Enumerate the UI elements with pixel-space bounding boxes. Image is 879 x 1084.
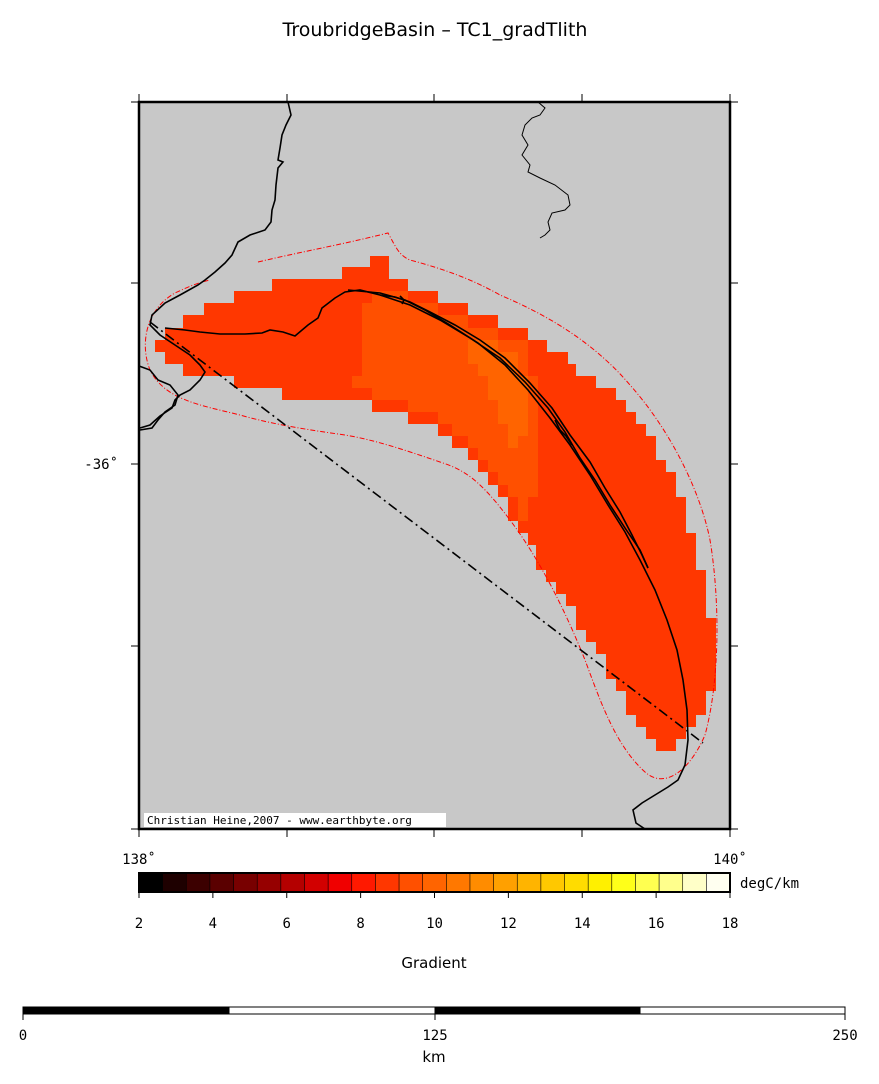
colorbar-cell [327,872,353,893]
colorbar-cell [209,872,235,893]
colorbar-ticks: 2 4 6 8 10 12 14 16 18 [135,892,739,932]
colorbar-cell [493,872,518,893]
colorbar-cell [446,872,471,893]
colorbar-cell [162,872,187,893]
colorbar-tick-label: 14 [574,916,591,932]
scale-tick-250: 250 [832,1028,857,1044]
credit-text: Christian Heine,2007 - www.earthbyte.org [147,814,412,827]
grid-outer-region [155,256,716,751]
colorbar-tick-label: 18 [722,916,739,932]
scale-tick-0: 0 [19,1028,27,1044]
colorbar-cells [138,872,731,893]
scale-segment-2 [228,1006,436,1015]
scale-tick-125: 125 [422,1028,447,1044]
colorbar-cell [185,872,211,893]
scale-border [22,1006,846,1015]
scale-bar: 0 125 250 km [19,1006,858,1066]
colorbar-cell [635,872,660,893]
colorbar-tick-label: 4 [209,916,217,932]
colorbar-tick-label: 10 [426,916,443,932]
scale-unit: km [422,1048,445,1066]
colorbar-cell [540,872,566,893]
scale-segment-4 [639,1006,846,1015]
colorbar-cell [280,872,306,893]
colorbar-tick-label: 2 [135,916,143,932]
colorbar-cell [304,872,329,893]
colorbar-cell [516,872,542,893]
colorbar: 2 4 6 8 10 12 14 16 18 degC/km Gradient [135,872,799,972]
scale-segment-3 [435,1007,640,1014]
coastline-lagoon [379,294,649,569]
coastline-west [139,101,292,429]
coastline-southwest [138,365,179,431]
colorbar-cell [658,872,684,893]
colorbar-unit: degC/km [740,876,799,892]
profile-line [149,321,704,744]
colorbar-cell [138,872,164,893]
lon-label-138: 138˚ [122,851,156,868]
colorbar-tick-label: 8 [356,916,364,932]
basin-boundary [144,232,718,780]
colorbar-cell [351,872,377,893]
colorbar-cell [564,872,589,893]
coastline-coorong [347,289,689,830]
coastline-northeast [521,101,571,239]
colorbar-cell [706,872,731,893]
frame-ticks [131,94,738,837]
lon-label-140: 140˚ [713,851,747,868]
colorbar-cell [375,872,400,893]
lat-label-36: -36˚ [84,456,118,473]
colorbar-cell [398,872,424,893]
colorbar-cell [422,872,447,893]
coastline-main [164,289,649,569]
colorbar-tick-label: 16 [648,916,665,932]
colorbar-cell [587,872,613,893]
colorbar-cell [469,872,495,893]
map-title: TroubridgeBasin – TC1_gradTlith [282,19,588,41]
coastlines [138,101,689,830]
colorbar-cell [233,872,258,893]
colorbar-tick-label: 12 [500,916,517,932]
scale-segment-1 [23,1007,229,1014]
colorbar-label: Gradient [401,954,466,972]
colorbar-cell [682,872,707,893]
colorbar-tick-label: 6 [283,916,291,932]
colorbar-cell [611,872,637,893]
credit-box [144,813,446,827]
colorbar-cell [256,872,282,893]
map-frame: 138˚ 140˚ -36˚ Christian Heine,2007 - ww… [84,94,747,868]
